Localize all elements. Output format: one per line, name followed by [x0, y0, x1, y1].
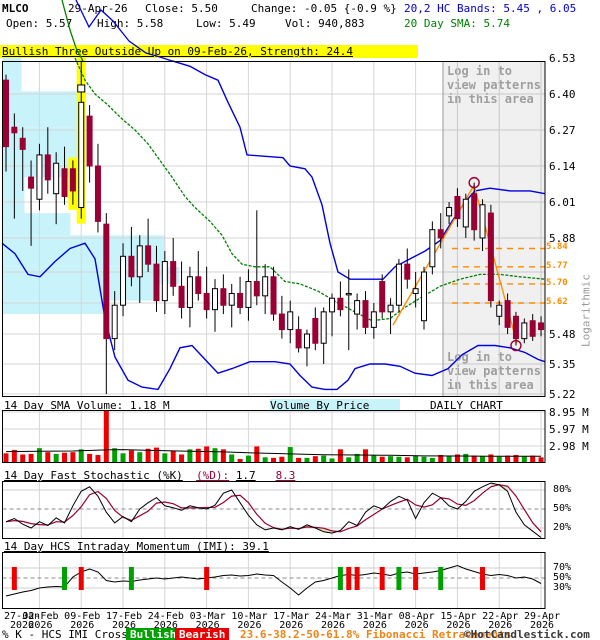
imi-tick-label: 50%	[553, 572, 572, 583]
fib-level-label: 5.77	[546, 260, 568, 271]
bullish-legend-badge: Bullish	[126, 628, 181, 640]
hc-bands-value: 20,2 HC Bands: 5.45 , 6.05	[404, 2, 577, 15]
imi-tick-label: 30%	[553, 582, 572, 593]
price-tick-label: 6.01	[549, 196, 576, 209]
price-tick-label: 6.27	[549, 124, 576, 137]
daily-chart-label: DAILY CHART	[430, 399, 503, 412]
x-axis-label: 10-Mar 2026	[231, 611, 268, 631]
x-axis-label: 17-Mar 2026	[273, 611, 310, 631]
x-axis-label: 29-Apr 2026	[523, 611, 561, 631]
x-axis-label: 22-Apr 2026	[482, 611, 519, 631]
fibonacci-legend-label: 23.6-38.2-50-61.8% Fibonacci Retracement…	[240, 628, 512, 640]
stoch-k-label: 14 Day Fast Stochastic (%K)	[4, 469, 183, 482]
volume-tick-label: 2.98 M	[549, 440, 589, 453]
login-line: in this area	[447, 92, 534, 106]
imi-tick-label: 70%	[553, 562, 572, 573]
stoch-k-value: 1.7	[235, 469, 256, 482]
price-tick-label: 6.14	[549, 160, 576, 173]
price-tick-label: 5.35	[549, 358, 576, 371]
volume-panel-label: 14 Day SMA Volume: 1.18 M	[4, 399, 170, 412]
price-tick-label: 5.88	[549, 232, 576, 245]
x-axis-label: 27-Jan 2026	[3, 611, 41, 631]
x-axis-label: 03-Mar 2026	[189, 611, 226, 631]
stoch-tick-label: 50%	[553, 503, 572, 514]
x-axis-label: 15-Apr 2026	[440, 611, 477, 631]
quote-open: Open: 5.57	[6, 17, 73, 30]
stoch-d-label: (%D):	[196, 469, 230, 482]
quote-volume: Vol: 940,883	[285, 17, 365, 30]
log-scale-label: Logarithmic	[579, 274, 593, 347]
x-axis-label: 24-Feb 2026	[147, 611, 184, 631]
x-axis-label: 08-Apr 2026	[398, 611, 435, 631]
x-axis-label: 24-Mar 2026	[314, 611, 352, 631]
quote-high: High: 5.58	[97, 17, 164, 30]
footer-crossover-label: % K - HCS IMI Crossover,	[2, 628, 161, 640]
x-axis-label: 17-Feb 2026	[105, 611, 143, 631]
login-line: in this area	[447, 378, 534, 392]
stoch-tick-label: 20%	[553, 522, 572, 533]
x-axis-label: 09-Feb 2026	[64, 611, 101, 631]
price-tick-label: 5.48	[549, 328, 576, 341]
volume-tick-label: 8.95 M	[549, 406, 589, 419]
login-line: Log in to	[447, 64, 513, 78]
quote-close: Close: 5.50	[145, 2, 218, 15]
stoch-tick-label: 80%	[553, 484, 572, 495]
x-axis-label: 31-Mar 2026	[356, 611, 393, 631]
login-overlay-top[interactable]: Log in to view patterns in this area	[447, 64, 541, 106]
fib-level-label: 5.70	[546, 277, 568, 288]
price-tick-label: 6.53	[549, 52, 576, 65]
login-line: Log in to	[447, 350, 513, 364]
fib-level-label: 5.62	[546, 297, 568, 307]
bearish-legend-badge: Bearish	[175, 628, 230, 640]
sma-value: 20 Day SMA: 5.74	[404, 17, 510, 30]
pattern-banner[interactable]: Bullish Three Outside Up on 09-Feb-26, S…	[0, 45, 418, 58]
login-line: view patterns	[447, 364, 541, 378]
stochastic-panel-label: 14 Day Fast Stochastic (%K) (%D): 1.7 8.…	[4, 469, 295, 482]
volume-by-price-label: Volume By Price	[270, 399, 400, 412]
price-tick-label: 5.22	[549, 388, 576, 401]
fib-level-label: 5.84	[546, 242, 568, 253]
price-tick-label: 6.40	[549, 88, 576, 101]
pattern-banner-text: Bullish Three Outside Up on 09-Feb-26, S…	[0, 45, 418, 58]
login-line: view patterns	[447, 78, 541, 92]
stoch-d-value: 8.3	[275, 469, 296, 482]
copyright-link[interactable]: ©HotCandlestick.com	[464, 628, 590, 640]
volume-tick-label: 5.97 M	[549, 423, 589, 436]
login-overlay-bottom[interactable]: Log in to view patterns in this area	[447, 350, 541, 392]
quote-change: Change: -0.05 {-0.9 %}	[251, 2, 397, 15]
quote-low: Low: 5.49	[196, 17, 256, 30]
ticker-symbol: MLCO	[2, 2, 29, 15]
quote-date: 29-Apr-26	[68, 2, 128, 15]
imi-panel-label: 14 Day HCS Intraday Momentum (IMI): 39.1	[4, 540, 269, 553]
x-axis-label: 02-Feb 2026	[22, 611, 59, 631]
